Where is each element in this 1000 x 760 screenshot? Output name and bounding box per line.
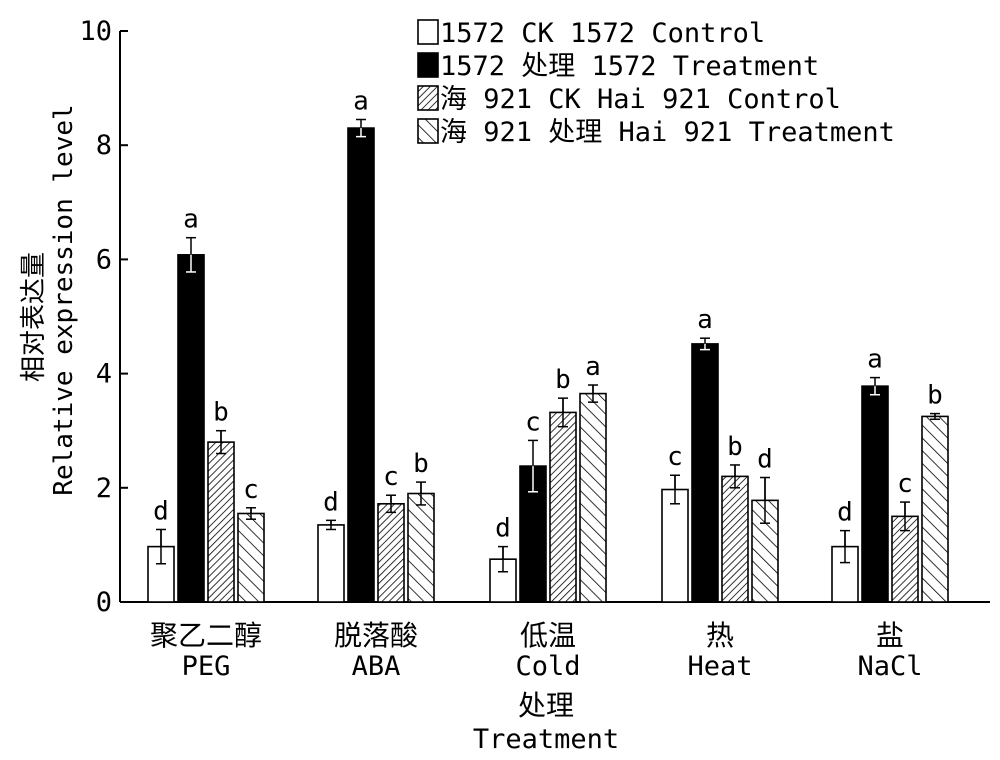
bar [921, 415, 949, 603]
significance-letter: b [927, 381, 943, 411]
bar [347, 127, 375, 603]
x-axis-label: Treatment [473, 724, 619, 755]
y-tick-label: 6 [96, 244, 112, 275]
significance-letter: d [153, 496, 169, 526]
x-tick-label: Heat [687, 651, 752, 682]
y-axis-label-cn: 相对表达量 [19, 252, 49, 382]
significance-letter: d [495, 514, 511, 544]
x-tick-label: NaCl [857, 651, 922, 682]
significance-letter: c [897, 469, 913, 499]
significance-letter: c [667, 442, 683, 472]
x-tick-label-cn: 脱落酸 [334, 619, 418, 652]
bar [237, 512, 265, 603]
significance-letter: a [353, 87, 369, 117]
bar [861, 385, 889, 603]
significance-letter: a [697, 305, 713, 335]
legend-swatch [417, 85, 439, 111]
significance-letter: b [727, 432, 743, 462]
y-tick-label: 4 [96, 359, 112, 390]
significance-letter: c [383, 462, 399, 492]
significance-letter: a [585, 352, 601, 382]
y-tick-label: 0 [96, 587, 112, 618]
y-axis-label: Relative expression level [49, 104, 79, 495]
bar [661, 488, 689, 603]
legend-label: 1572 处理 1572 Treatment [440, 51, 819, 82]
y-tick-label: 10 [79, 16, 112, 47]
bar [377, 502, 405, 603]
x-tick-label-cn: 聚乙二醇 [150, 619, 262, 652]
bar [721, 475, 749, 603]
legend-label: 1572 CK 1572 Control [440, 18, 765, 49]
bar [177, 254, 205, 603]
significance-letter: d [837, 498, 853, 528]
legend-swatch [417, 52, 439, 78]
bar [579, 392, 607, 603]
significance-letter: a [867, 345, 883, 375]
significance-letter: c [243, 475, 259, 505]
significance-letter: b [555, 365, 571, 395]
significance-letter: d [757, 445, 773, 475]
legend-label: 海 921 CK Hai 921 Control [440, 84, 841, 115]
bar [691, 343, 719, 603]
y-tick-label: 2 [96, 473, 112, 504]
x-tick-label: ABA [352, 651, 401, 682]
x-tick-label: Cold [515, 651, 580, 682]
x-tick-label-cn: 低温 [520, 619, 576, 652]
x-tick-label-cn: 盐 [876, 619, 904, 652]
legend-swatch [417, 19, 439, 45]
y-tick-label: 8 [96, 130, 112, 161]
significance-letter: a [183, 205, 199, 235]
legend-label: 海 921 处理 Hai 921 Treatment [440, 117, 895, 148]
significance-letter: b [213, 398, 229, 428]
significance-letter: d [323, 487, 339, 517]
bar [317, 524, 345, 603]
x-axis-label-cn: 处理 [518, 689, 574, 722]
significance-letter: c [525, 407, 541, 437]
legend-swatch [417, 118, 439, 144]
bar [407, 492, 435, 603]
significance-letter: b [413, 449, 429, 479]
x-tick-label-cn: 热 [706, 619, 734, 652]
bar [207, 441, 235, 603]
bar [549, 411, 577, 603]
x-tick-label: PEG [182, 651, 231, 682]
